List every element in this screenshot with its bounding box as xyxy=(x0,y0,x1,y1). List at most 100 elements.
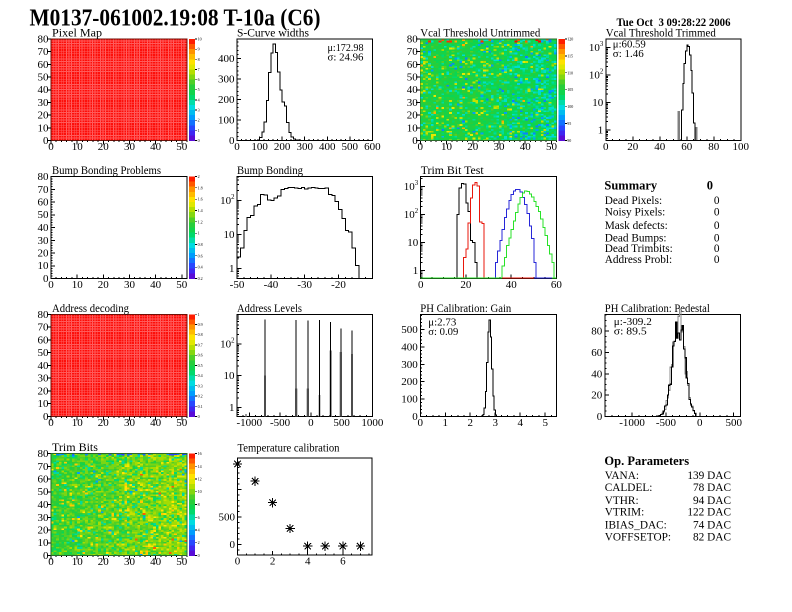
svg-text:40: 40 xyxy=(150,279,162,291)
svg-text:1: 1 xyxy=(443,417,449,429)
svg-text:1: 1 xyxy=(229,402,235,414)
svg-text:σ: 24.96: σ: 24.96 xyxy=(328,52,364,64)
svg-text:70: 70 xyxy=(38,46,50,58)
svg-text:0: 0 xyxy=(234,141,240,153)
svg-text:20: 20 xyxy=(98,279,110,291)
svg-text:0.7: 0.7 xyxy=(198,343,203,348)
svg-text:4: 4 xyxy=(517,417,523,429)
svg-text:1: 1 xyxy=(198,312,200,317)
svg-text:200: 200 xyxy=(274,141,291,153)
svg-text:200: 200 xyxy=(401,376,418,388)
svg-text:500: 500 xyxy=(401,324,418,336)
svg-text:Vcal Threshold Trimmed: Vcal Threshold Trimmed xyxy=(606,26,716,40)
svg-text:10: 10 xyxy=(38,122,50,134)
svg-text:10: 10 xyxy=(72,417,84,429)
svg-text:0: 0 xyxy=(48,279,54,291)
svg-text:0: 0 xyxy=(229,135,235,147)
svg-text:1: 1 xyxy=(598,125,604,137)
svg-text:20: 20 xyxy=(38,248,50,260)
svg-text:40: 40 xyxy=(506,279,518,291)
svg-text:8: 8 xyxy=(198,502,200,507)
svg-text:30: 30 xyxy=(38,373,50,385)
svg-text:40: 40 xyxy=(38,84,50,96)
svg-text:20: 20 xyxy=(38,525,50,537)
svg-text:60: 60 xyxy=(38,197,50,209)
svg-text:60: 60 xyxy=(407,59,419,71)
svg-text:1: 1 xyxy=(229,263,235,275)
svg-text:50: 50 xyxy=(176,141,188,153)
svg-text:Dead Trimbits:: Dead Trimbits: xyxy=(605,243,673,255)
svg-text:60: 60 xyxy=(38,474,50,486)
svg-text:0.1: 0.1 xyxy=(198,404,203,409)
svg-text:Trim Bit Test: Trim Bit Test xyxy=(421,163,485,177)
svg-text:115: 115 xyxy=(567,53,573,58)
svg-text:Address Probl:: Address Probl: xyxy=(605,254,672,266)
svg-text:Bump Bonding Problems: Bump Bonding Problems xyxy=(52,163,161,177)
svg-text:40: 40 xyxy=(654,141,666,153)
svg-text:40: 40 xyxy=(38,222,50,234)
svg-text:139 DAC: 139 DAC xyxy=(687,470,731,482)
svg-text:-50: -50 xyxy=(230,279,245,291)
svg-text:5: 5 xyxy=(542,417,548,429)
svg-text:Trim Bits: Trim Bits xyxy=(52,440,98,454)
svg-text:0: 0 xyxy=(412,135,418,147)
svg-text:IBIAS_DAC:: IBIAS_DAC: xyxy=(605,520,667,532)
svg-text:4: 4 xyxy=(305,556,311,568)
svg-text:400: 400 xyxy=(401,342,418,354)
svg-text:1.8: 1.8 xyxy=(198,185,203,190)
svg-text:4: 4 xyxy=(198,528,200,533)
svg-text:20: 20 xyxy=(98,556,110,568)
svg-text:10: 10 xyxy=(72,279,84,291)
svg-text:0: 0 xyxy=(707,178,713,192)
svg-text:0.4: 0.4 xyxy=(198,265,203,270)
svg-text:1: 1 xyxy=(413,265,419,277)
svg-text:0: 0 xyxy=(43,550,49,562)
svg-text:30: 30 xyxy=(407,97,419,109)
svg-text:VANA:: VANA: xyxy=(605,470,639,482)
svg-text:30: 30 xyxy=(124,556,136,568)
svg-text:1.4: 1.4 xyxy=(198,208,203,213)
svg-text:105: 105 xyxy=(567,87,573,92)
svg-text:Noisy Pixels:: Noisy Pixels: xyxy=(605,207,666,219)
svg-text:0: 0 xyxy=(714,220,720,232)
svg-text:1.6: 1.6 xyxy=(198,197,203,202)
svg-text:0: 0 xyxy=(714,195,720,207)
svg-text:1000: 1000 xyxy=(361,417,384,429)
svg-text:μ:-309.2: μ:-309.2 xyxy=(614,316,652,328)
svg-text:4: 4 xyxy=(198,97,200,102)
svg-text:500: 500 xyxy=(333,417,350,429)
svg-text:600: 600 xyxy=(364,141,381,153)
svg-text:80: 80 xyxy=(38,309,50,321)
svg-text:16: 16 xyxy=(198,451,202,456)
svg-text:30: 30 xyxy=(38,235,50,247)
svg-text:0.8: 0.8 xyxy=(198,242,203,247)
svg-text:80: 80 xyxy=(591,326,603,338)
svg-text:Dead Pixels:: Dead Pixels: xyxy=(605,195,662,207)
svg-text:0: 0 xyxy=(714,232,720,244)
svg-text:Bump Bonding: Bump Bonding xyxy=(237,163,303,177)
svg-text:60: 60 xyxy=(551,279,563,291)
svg-text:10: 10 xyxy=(198,489,202,494)
svg-text:120: 120 xyxy=(567,37,573,42)
svg-text:20: 20 xyxy=(467,141,479,153)
svg-text:50: 50 xyxy=(38,209,50,221)
svg-text:-40: -40 xyxy=(264,279,279,291)
svg-text:0: 0 xyxy=(418,141,424,153)
svg-text:0: 0 xyxy=(48,417,54,429)
svg-text:VOFFSETOP:: VOFFSETOP: xyxy=(605,532,671,544)
svg-text:300: 300 xyxy=(401,359,418,371)
svg-text:0: 0 xyxy=(412,411,418,423)
svg-text:30: 30 xyxy=(38,97,50,109)
svg-text:50: 50 xyxy=(38,72,50,84)
svg-text:0.3: 0.3 xyxy=(198,383,203,388)
svg-text:500: 500 xyxy=(342,141,359,153)
svg-text:Tue Oct 3 09:28:22 2006: Tue Oct 3 09:28:22 2006 xyxy=(617,17,731,29)
svg-text:70: 70 xyxy=(38,322,50,334)
svg-text:0.4: 0.4 xyxy=(198,373,203,378)
svg-text:50: 50 xyxy=(176,417,188,429)
svg-text:Summary: Summary xyxy=(604,178,658,192)
svg-text:0: 0 xyxy=(230,539,236,551)
svg-text:400: 400 xyxy=(218,53,235,65)
svg-text:20: 20 xyxy=(460,279,472,291)
svg-text:VTHR:: VTHR: xyxy=(605,495,639,507)
